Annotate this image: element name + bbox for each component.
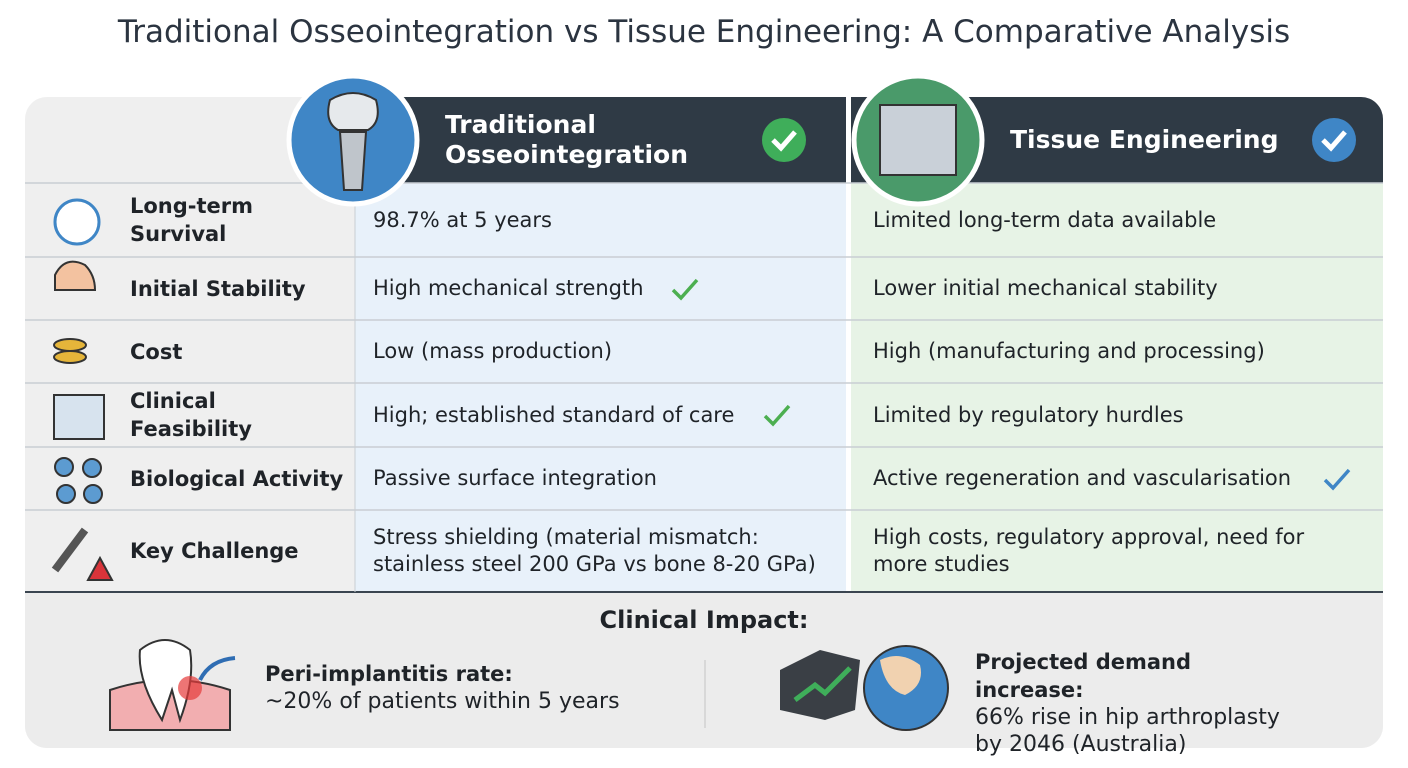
cell: High costs, regulatory approval, need fo… xyxy=(873,525,1305,576)
cell: Passive surface integration xyxy=(373,466,657,490)
row-label: Initial Stability xyxy=(130,276,306,301)
cell: Limited long-term data available xyxy=(873,207,1217,232)
cell: High; established standard of care xyxy=(373,402,735,427)
column-header: Tissue Engineering xyxy=(1010,125,1279,154)
row-label: Long-term Survival xyxy=(130,194,254,246)
cell: High (manufacturing and processing) xyxy=(873,339,1265,363)
cell: 98.7% at 5 years xyxy=(373,207,552,232)
impact-heading: Clinical Impact: xyxy=(599,606,809,634)
cell: High mechanical strength xyxy=(373,276,644,300)
cell: Active regeneration and vascularisation xyxy=(873,466,1292,490)
row-label: Biological Activity xyxy=(130,466,344,491)
row-label: Cost xyxy=(130,339,183,364)
cell: Stress shielding (material mismatch: sta… xyxy=(373,525,816,576)
column-header: Traditional Osseointegration xyxy=(445,110,689,169)
impact-title: Projected demand increase: xyxy=(975,650,1191,702)
impact-title: Peri-implantitis rate: xyxy=(265,662,513,686)
cell: Limited by regulatory hurdles xyxy=(873,402,1184,427)
impact-item: Peri-implantitis rate: ~20% of patients … xyxy=(265,660,685,715)
row-label: Clinical Feasibility xyxy=(130,389,252,441)
cell: Lower initial mechanical stability xyxy=(873,276,1218,300)
impact-text: ~20% of patients within 5 years xyxy=(265,689,620,714)
impact-item: Projected demand increase: 66% rise in h… xyxy=(975,648,1305,758)
cell: Low (mass production) xyxy=(373,339,613,363)
row-label: Key Challenge xyxy=(130,539,299,563)
impact-text: 66% rise in hip arthroplasty by 2046 (Au… xyxy=(975,705,1280,757)
title: Traditional Osseointegration vs Tissue E… xyxy=(117,14,1291,50)
